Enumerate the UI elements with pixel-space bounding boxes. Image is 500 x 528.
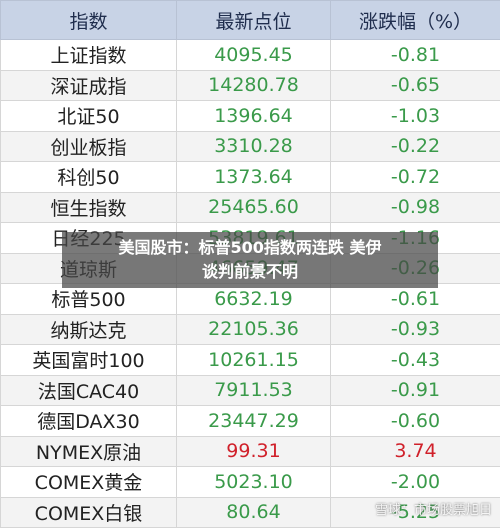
index-name: COMEX黄金 [1,467,177,498]
index-name: 科创50 [1,162,177,193]
index-change: -0.43 [331,345,500,376]
index-name: NYMEX原油 [1,436,177,467]
index-change: -1.03 [331,101,500,132]
index-name: 德国DAX30 [1,406,177,437]
index-change: 3.74 [331,436,500,467]
banner-line: 美国股市：标普500指数两连跌 美伊 [62,236,438,260]
index-change: -0.72 [331,162,500,193]
index-name: 创业板指 [1,131,177,162]
index-change: -0.22 [331,131,500,162]
index-name: 深证成指 [1,70,177,101]
index-level: 14280.78 [177,70,331,101]
index-change: -0.91 [331,375,500,406]
index-change: -0.61 [331,284,500,315]
index-level: 23447.29 [177,406,331,437]
index-level: 6632.19 [177,284,331,315]
column-header: 最新点位 [177,1,331,40]
index-name: 法国CAC40 [1,375,177,406]
index-level: 22105.36 [177,314,331,345]
index-name: 北证50 [1,101,177,132]
index-change: -0.65 [331,70,500,101]
index-level: 1373.64 [177,162,331,193]
index-level: 99.31 [177,436,331,467]
index-name: 英国富时100 [1,345,177,376]
index-change: -0.81 [331,40,500,71]
index-level: 1396.64 [177,101,331,132]
index-change: -0.98 [331,192,500,223]
headline-banner: 美国股市：标普500指数两连跌 美伊 谈判前景不明 [62,232,438,288]
index-change: -2.00 [331,467,500,498]
index-level: 25465.60 [177,192,331,223]
index-change: -0.60 [331,406,500,437]
index-change: -0.93 [331,314,500,345]
index-level: 4095.45 [177,40,331,71]
index-level: 10261.15 [177,345,331,376]
banner-line: 谈判前景不明 [62,260,438,284]
index-level: 5023.10 [177,467,331,498]
index-name: 纳斯达克 [1,314,177,345]
index-level: 7911.53 [177,375,331,406]
column-header: 指数 [1,1,177,40]
index-name: 标普500 [1,284,177,315]
header-row: 指数最新点位涨跌幅（%） [1,1,500,40]
index-level: 80.64 [177,497,331,528]
watermark: 雪球：市场股票旭日 [375,499,492,518]
index-name: 恒生指数 [1,192,177,223]
index-level: 3310.28 [177,131,331,162]
index-name: 上证指数 [1,40,177,71]
index-name: COMEX白银 [1,497,177,528]
column-header: 涨跌幅（%） [331,1,500,40]
